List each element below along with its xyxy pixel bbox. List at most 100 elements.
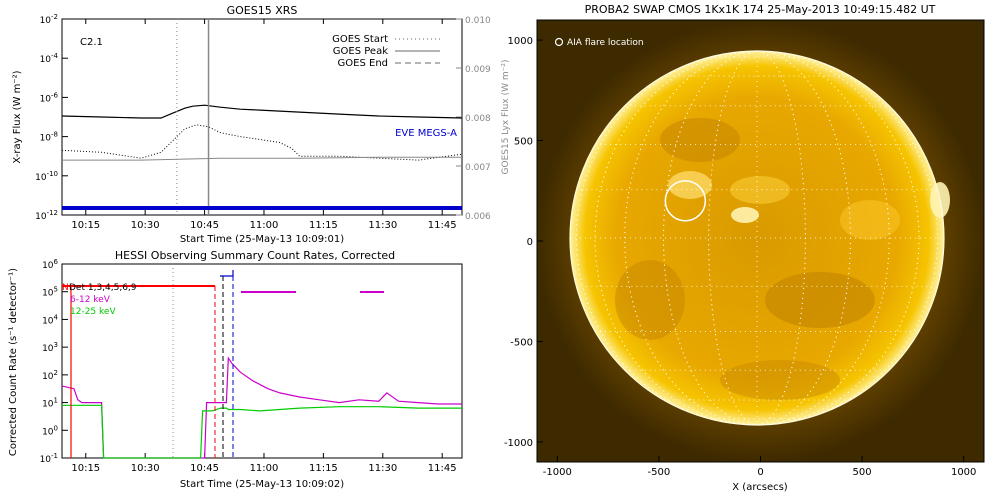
goes-right-tick-label: 0.007 <box>465 163 491 173</box>
hessi-legend-6-12: 6-12 keV <box>70 295 111 305</box>
goes-y-tick-label: 10-4 <box>40 52 59 65</box>
goes-title: GOES15 XRS <box>227 4 298 17</box>
swap-x-tick-label: -1000 <box>543 467 572 478</box>
swap-x-tick-label: 0 <box>757 467 763 478</box>
goes-right-tick-label: 0.009 <box>465 65 491 75</box>
goes-y-tick-label: 10-2 <box>40 13 58 26</box>
hessi-x-axis-label: Start Time (25-May-13 10:09:02) <box>180 479 344 490</box>
hessi-y-tick-label: 105 <box>42 286 58 299</box>
swap-y-ticks: -1000 -500 0 500 1000 <box>504 36 543 449</box>
goes-right-tick-label: 0.006 <box>465 212 491 222</box>
goes-x-tick-label: 11:00 <box>250 220 279 231</box>
goes-y-tick-exponent: -2 <box>51 13 58 21</box>
hessi-legend-det: Det 1,3,4,5,6,9 <box>69 283 137 293</box>
hessi-y-tick-label: 104 <box>42 313 58 326</box>
goes-lyx-line <box>62 156 462 161</box>
swap-x-tick-label: 1000 <box>951 467 976 478</box>
hessi-plot-frame <box>61 263 463 459</box>
hessi-y-axis-label: Corrected Count Rate (s⁻¹ detector⁻¹) <box>8 268 19 456</box>
aia-flare-location-circle <box>664 180 707 222</box>
hessi-x-ticks: 10:15 10:30 10:45 11:00 11:15 11:30 11:45 <box>71 453 457 474</box>
heliographic-grid <box>570 51 944 425</box>
hessi-y-tick-exponent: 2 <box>54 369 58 377</box>
hessi-legend-12-25: 12-25 keV <box>70 307 116 317</box>
goes-y-tick-exponent: -10 <box>47 170 58 178</box>
swap-y-tick-label: 500 <box>514 137 533 148</box>
goes-legend-start-label: GOES Start <box>332 34 388 45</box>
goes-x-tick-label: 10:45 <box>190 220 219 231</box>
goes-y-tick-label: 10-10 <box>35 170 58 183</box>
goes-x-tick-label: 10:15 <box>71 220 100 231</box>
goes-y-ticks: 10-12 10-10 10-8 10-6 10-4 10-2 <box>35 13 68 222</box>
goes-right-axis-label: GOES15 Lyx Flux (W m⁻²) <box>501 60 511 175</box>
hessi-y-tick-label: 100 <box>42 424 58 437</box>
goes-right-ticks: 0.006 0.007 0.008 0.009 0.010 <box>456 16 491 222</box>
sun-limb <box>569 50 945 426</box>
goes-y-tick-label: 10-8 <box>40 131 58 144</box>
hessi-y-tick-label: 106 <box>42 258 58 271</box>
swap-y-tick-label: 0 <box>527 237 533 248</box>
swap-x-ticks: -1000 -500 0 500 1000 <box>543 456 976 478</box>
hessi-x-tick-label: 10:30 <box>131 463 160 474</box>
hessi-y-tick-label: 102 <box>42 369 58 382</box>
hessi-x-tick-label: 10:15 <box>71 463 100 474</box>
swap-x-tick-label: 500 <box>853 467 872 478</box>
hessi-title: HESSI Observing Summary Count Rates, Cor… <box>115 249 395 262</box>
swap-x-axis-label: X (arcsecs) <box>732 482 788 493</box>
goes-x-tick-label: 11:15 <box>309 220 338 231</box>
hessi-y-tick-exponent: 1 <box>54 397 58 405</box>
goes-event-markers <box>176 19 210 215</box>
goes-y-tick-exponent: -4 <box>51 52 59 60</box>
hessi-12-25kev-line <box>62 404 462 459</box>
longitude-line <box>624 51 890 425</box>
goes-y-tick-exponent: -6 <box>51 91 59 99</box>
goes-legend-peak-label: GOES Peak <box>333 46 388 57</box>
swap-y-tick-label: -500 <box>510 337 533 348</box>
goes-legend: GOES Start GOES Peak GOES End <box>332 34 440 69</box>
longitude-line <box>594 51 920 425</box>
goes-x-tick-label: 11:30 <box>368 220 397 231</box>
hessi-y-tick-exponent: 3 <box>54 341 58 349</box>
hessi-y-tick-label: 101 <box>42 397 58 410</box>
goes-y-tick-exponent: -12 <box>47 209 58 217</box>
goes-x-tick-label: 11:45 <box>428 220 457 231</box>
goes-y-tick-label: 10-12 <box>35 209 58 222</box>
swap-y-tick-label: 1000 <box>508 36 533 47</box>
goes-legend-end-label: GOES End <box>338 58 388 69</box>
hessi-n-marker: N <box>62 283 69 293</box>
hessi-y-tick-exponent: 5 <box>54 286 58 294</box>
goes-x-tick-label: 10:30 <box>131 220 160 231</box>
hessi-x-tick-label: 10:45 <box>190 463 219 474</box>
hessi-x-tick-label: 11:30 <box>368 463 397 474</box>
hessi-y-tick-exponent: 6 <box>54 258 59 266</box>
goes-x-ticks: 10:15 10:30 10:45 11:00 11:15 11:30 11:45 <box>71 19 457 231</box>
goes-flare-class: C2.1 <box>80 37 103 48</box>
swap-panel: PROBA2 SWAP CMOS 1Kx1K 174 25-May-2013 1… <box>504 3 985 493</box>
hessi-y-tick-exponent: 0 <box>54 424 58 432</box>
swap-title: PROBA2 SWAP CMOS 1Kx1K 174 25-May-2013 1… <box>585 3 936 16</box>
goes-eve-label: EVE MEGS-A <box>395 128 457 139</box>
goes-y-tick-label: 10-6 <box>40 91 59 104</box>
goes-x-axis-label: Start Time (25-May-13 10:09:01) <box>180 234 344 245</box>
hessi-6-12kev-line <box>61 356 462 459</box>
hessi-x-tick-label: 11:15 <box>309 463 338 474</box>
hessi-series-group <box>61 356 462 459</box>
goes-right-tick-label: 0.008 <box>465 114 491 124</box>
hessi-panel: HESSI Observing Summary Count Rates, Cor… <box>8 249 463 490</box>
longitude-line <box>708 51 806 425</box>
longitude-line <box>663 51 851 425</box>
goes-panel: GOES15 XRS C2.1 X-ray Flux (W m⁻²) GOES1… <box>12 4 511 245</box>
hessi-x-tick-label: 11:00 <box>250 463 279 474</box>
swap-legend-symbol <box>554 37 564 47</box>
hessi-blue-flag <box>220 270 234 277</box>
hessi-x-tick-label: 11:45 <box>428 463 457 474</box>
hessi-y-tick-exponent: -1 <box>51 452 58 460</box>
sun-texture <box>570 51 944 425</box>
hessi-y-tick-label: 103 <box>42 341 58 354</box>
goes-right-tick-label: 0.010 <box>465 16 491 26</box>
goes-y-axis-label: X-ray Flux (W m⁻²) <box>12 70 23 163</box>
swap-legend-label: AIA flare location <box>567 38 644 48</box>
goes-series-group <box>61 104 463 161</box>
hessi-y-tick-exponent: 4 <box>54 313 59 321</box>
swap-y-tick-label: -1000 <box>504 438 533 449</box>
